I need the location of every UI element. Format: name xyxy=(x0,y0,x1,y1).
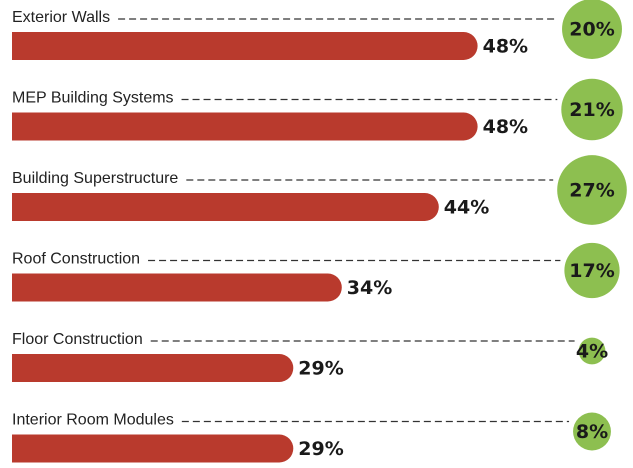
bar xyxy=(12,273,342,302)
bubble-value-label: 17% xyxy=(569,260,614,282)
bubble-value-label: 20% xyxy=(569,19,614,41)
bar-value-label: 48% xyxy=(483,36,528,58)
bubble-value-label: 8% xyxy=(576,421,608,443)
bar-value-label: 44% xyxy=(444,197,489,219)
bar-value-label: 48% xyxy=(483,116,528,138)
share-bubble xyxy=(557,155,627,225)
share-bubble xyxy=(564,242,620,299)
bar-value-label: 29% xyxy=(298,438,343,460)
share-bubble xyxy=(562,0,622,59)
category-label: Floor Construction xyxy=(12,331,143,348)
bar xyxy=(12,193,439,221)
category-label: MEP Building Systems xyxy=(12,90,174,107)
bar xyxy=(12,354,294,382)
share-bubble xyxy=(561,78,623,141)
bar xyxy=(12,32,478,60)
bubble-value-label: 27% xyxy=(569,180,614,202)
share-bubble xyxy=(573,412,611,451)
bubble-value-label: 4% xyxy=(576,341,608,363)
category-label: Interior Room Modules xyxy=(12,412,174,429)
bar-value-label: 34% xyxy=(347,277,392,299)
category-label: Building Superstructure xyxy=(12,170,178,187)
bar-value-label: 29% xyxy=(298,358,343,380)
category-label: Roof Construction xyxy=(12,251,140,268)
share-bubble xyxy=(578,337,606,365)
category-label: Exterior Walls xyxy=(12,9,110,26)
bar xyxy=(12,434,294,463)
bubble-value-label: 21% xyxy=(569,99,614,121)
bar xyxy=(12,112,478,141)
